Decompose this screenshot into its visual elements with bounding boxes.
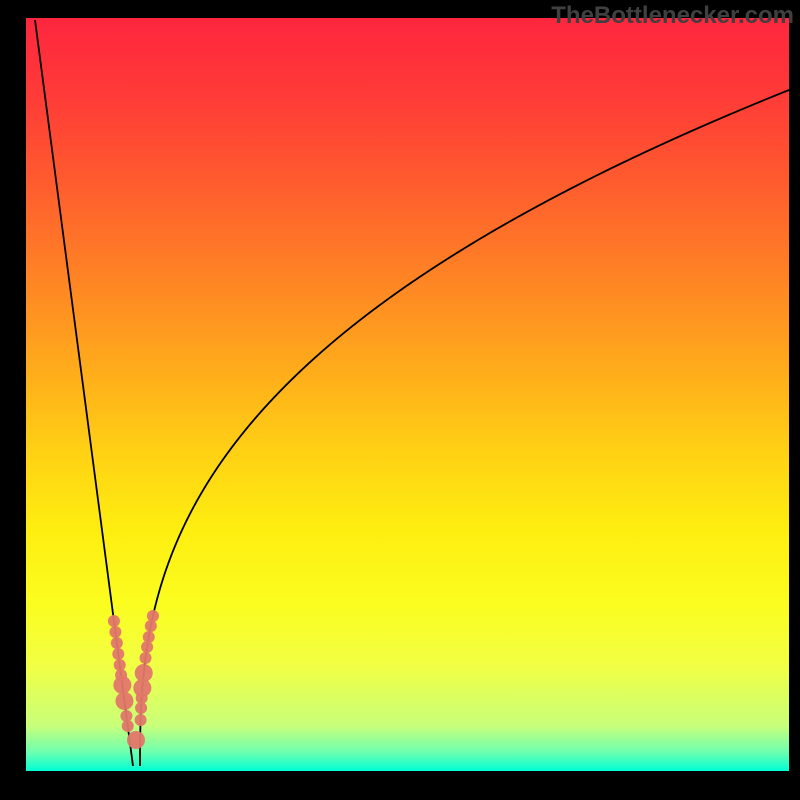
- watermark-text: TheBottlenecker.com: [551, 2, 794, 30]
- figure-container: TheBottlenecker.com: [0, 0, 800, 800]
- bottleneck-chart: [0, 0, 800, 800]
- data-marker: [140, 652, 152, 664]
- data-marker: [113, 676, 131, 694]
- data-marker: [122, 720, 134, 732]
- data-marker: [115, 692, 133, 710]
- data-marker: [135, 714, 147, 726]
- data-marker: [109, 626, 121, 638]
- data-marker: [147, 610, 159, 622]
- data-marker: [111, 637, 123, 649]
- data-marker: [135, 664, 153, 682]
- data-marker: [141, 641, 153, 653]
- data-marker: [143, 631, 155, 643]
- data-marker: [127, 731, 145, 749]
- data-marker: [112, 648, 124, 660]
- data-marker: [108, 615, 120, 627]
- data-marker: [145, 620, 157, 632]
